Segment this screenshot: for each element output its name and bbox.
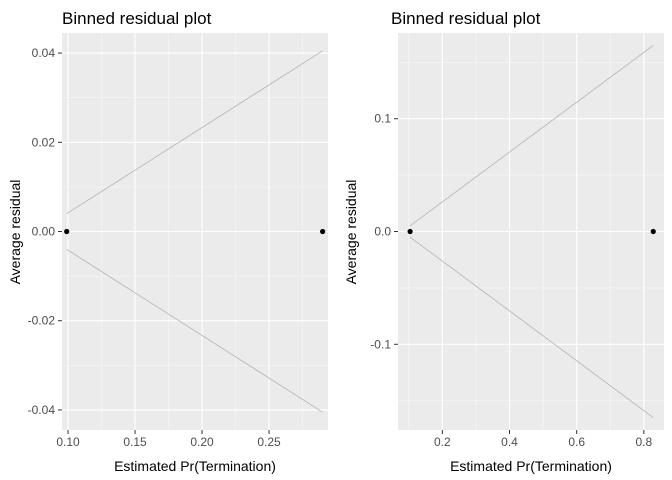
right-chart-title: Binned residual plot bbox=[391, 9, 541, 28]
left-y-tick-label: -0.04 bbox=[28, 403, 56, 417]
right-error-bounds bbox=[409, 45, 654, 418]
right-y-axis-label: Average residual bbox=[343, 180, 359, 285]
right-x-axis-label: Estimated Pr(Termination) bbox=[450, 458, 612, 474]
left-y-tick-label: -0.02 bbox=[28, 314, 56, 328]
right-y-tick-label: -0.1 bbox=[370, 337, 391, 351]
left-x-tick-label: 0.25 bbox=[257, 435, 281, 449]
left-y-axis: -0.04 -0.02 0.00 0.02 0.04 bbox=[28, 46, 62, 417]
right-y-tick-label: 0.1 bbox=[374, 112, 391, 126]
right-y-tick-label: 0.0 bbox=[374, 225, 391, 239]
left-chart: 0.10 0.15 0.20 0.25 -0.04-0.020.000.020.04 … bbox=[7, 9, 328, 474]
right-x-tick-label: 0.6 bbox=[568, 435, 585, 449]
left-y-axis-label: Average residual bbox=[7, 180, 23, 285]
right-x-axis: 0.2 0.4 0.6 0.8 bbox=[434, 430, 653, 449]
left-upper-bound-line bbox=[66, 50, 323, 214]
right-x-tick-label: 0.8 bbox=[636, 435, 653, 449]
right-x-tick-label: 0.4 bbox=[501, 435, 518, 449]
right-data-point bbox=[407, 228, 413, 235]
left-y-tick-label: 0.04 bbox=[32, 46, 56, 60]
left-x-tick-label: 0.10 bbox=[56, 435, 80, 449]
right-y-axis: -0.1 0.0 0.1 bbox=[370, 112, 398, 351]
left-error-bounds bbox=[66, 50, 323, 413]
left-x-tick-label: 0.15 bbox=[123, 435, 147, 449]
right-points bbox=[407, 228, 656, 235]
left-y-tick-label: 0.00 bbox=[32, 225, 56, 239]
left-data-point bbox=[320, 228, 326, 235]
left-x-axis-label: Estimated Pr(Termination) bbox=[114, 458, 276, 474]
right-data-point bbox=[650, 228, 656, 235]
right-x-tick-label: 0.2 bbox=[434, 435, 451, 449]
left-x-tick-label: 0.20 bbox=[190, 435, 214, 449]
right-chart: 0.2 0.4 0.6 0.8 -0.1 0.0 0.1 Binned residual … bbox=[343, 9, 664, 474]
left-x-axis: 0.10 0.15 0.20 0.25 bbox=[56, 430, 281, 449]
left-points bbox=[64, 228, 326, 235]
left-lower-bound-line bbox=[66, 249, 323, 413]
right-upper-bound-line bbox=[409, 45, 654, 227]
left-y-tick-label: 0.02 bbox=[32, 135, 56, 149]
left-chart-title: Binned residual plot bbox=[62, 9, 212, 28]
left-data-point bbox=[64, 228, 70, 235]
left-gridlines bbox=[62, 33, 328, 430]
right-lower-bound-line bbox=[409, 236, 654, 418]
